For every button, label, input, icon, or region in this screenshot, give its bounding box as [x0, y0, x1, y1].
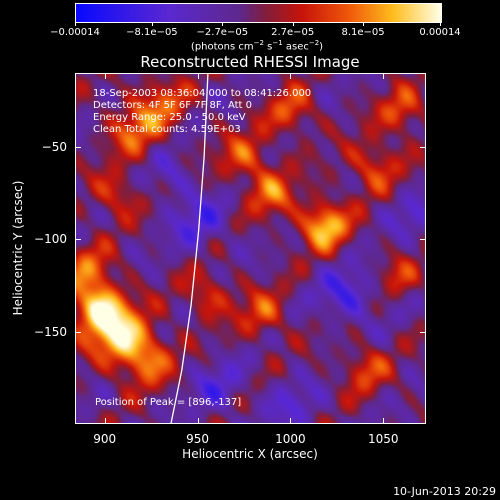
plot-area	[75, 73, 426, 424]
y-tick	[75, 239, 81, 241]
y-tick	[75, 331, 81, 333]
colorbar-tick-label: −8.1e−05	[126, 27, 178, 38]
x-tick	[290, 418, 292, 424]
x-axis-label: Heliocentric X (arcsec)	[182, 447, 318, 461]
x-tick	[290, 73, 292, 79]
y-tick-label: −150	[34, 324, 67, 339]
annotation-time-range: 18-Sep-2003 08:36:04.000 to 08:41:26.000	[93, 88, 312, 99]
chart-title: Reconstructed RHESSI Image	[140, 53, 360, 71]
colorbar	[75, 3, 442, 23]
colorbar-gradient	[76, 4, 441, 22]
plot-overlay	[170, 74, 209, 423]
y-tick	[420, 239, 426, 241]
colorbar-unit-label: (photons cm−2 s−1 asec−2)	[190, 39, 324, 53]
colorbar-tick	[363, 22, 365, 26]
peak-position-label: Position of Peak = [896,-137]	[95, 397, 242, 408]
colorbar-tick-label: 8.1e−05	[341, 27, 385, 38]
annotation-detectors: Detectors: 4F 5F 6F 7F 8F, Att 0	[93, 100, 253, 111]
x-tick	[104, 73, 106, 79]
solar-limb-line	[170, 74, 209, 423]
colorbar-tick	[75, 22, 76, 26]
colorbar-tick-label: −0.00014	[50, 27, 100, 38]
colorbar-tick	[151, 22, 153, 26]
colorbar-tick-label: 2.7e−05	[271, 27, 315, 38]
heatmap-image	[76, 74, 425, 423]
x-tick	[383, 73, 385, 79]
y-tick	[420, 331, 426, 333]
x-tick-label: 900	[93, 432, 117, 446]
colorbar-tick	[440, 22, 441, 26]
colorbar-tick-label: −2.7e−05	[196, 27, 249, 38]
x-tick	[104, 418, 106, 424]
annotation-total-counts: Clean Total counts: 4.59E+03	[93, 124, 241, 135]
footer-date: 10-Jun-2013 20:29	[393, 485, 496, 498]
y-tick-label: −100	[34, 232, 67, 247]
x-tick-label: 950	[186, 432, 210, 446]
x-tick	[197, 73, 199, 79]
colorbar-tick	[222, 22, 224, 26]
x-tick	[383, 418, 385, 424]
y-tick	[420, 146, 426, 148]
y-axis-label: Heliocentric Y (arcsec)	[11, 180, 25, 316]
colorbar-tick	[292, 22, 294, 26]
y-tick-label: −50	[41, 139, 67, 154]
y-tick	[75, 146, 81, 148]
x-tick-label: 1000	[275, 432, 306, 446]
x-tick	[197, 418, 199, 424]
x-tick-label: 1050	[368, 432, 399, 446]
annotation-energy-range: Energy Range: 25.0 - 50.0 keV	[93, 112, 246, 123]
colorbar-tick-label: 0.00014	[419, 27, 461, 38]
